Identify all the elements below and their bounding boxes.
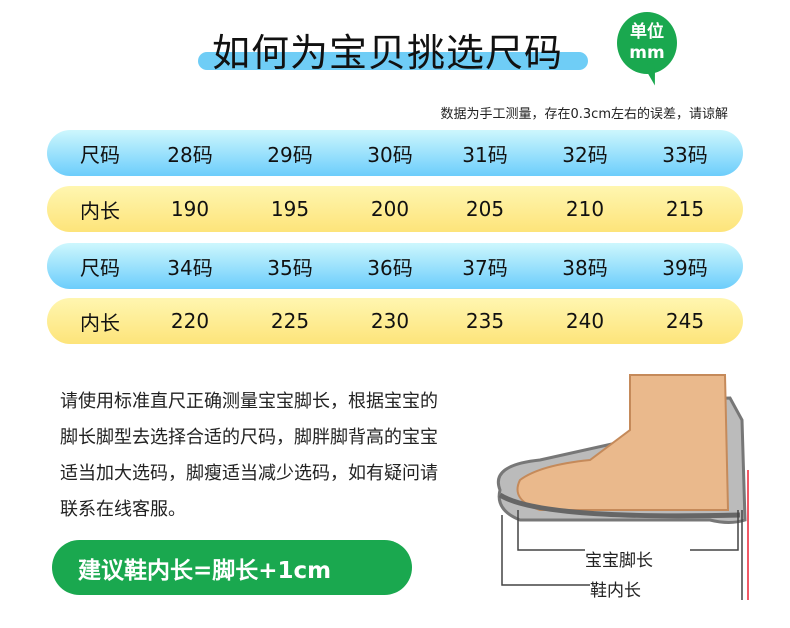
foot-length-label: 宝宝脚长 [585, 546, 653, 571]
table-cell: 34码 [167, 255, 213, 280]
table-row: 尺码 34码 35码 36码 37码 38码 39码 [47, 243, 743, 289]
table-cell: 36码 [367, 255, 413, 280]
table-row: 内长 190 195 200 205 210 215 [47, 186, 743, 232]
table-cell: 225 [270, 309, 310, 333]
table-cell: 235 [465, 309, 505, 333]
shoe-inner-length-label: 鞋内长 [590, 576, 641, 601]
unit-badge: 单位 mm [617, 12, 677, 74]
table-cell: 195 [270, 197, 310, 221]
table-cell: 200 [370, 197, 410, 221]
row-label: 内长 [80, 310, 120, 335]
row-label: 内长 [80, 198, 120, 223]
table-row: 内长 220 225 230 235 240 245 [47, 298, 743, 344]
description: 请使用标准直尺正确测量宝宝脚长，根据宝宝的脚长脚型去选择合适的尺码，脚胖脚背高的… [60, 391, 438, 520]
table-row: 尺码 28码 29码 30码 31码 32码 33码 [47, 130, 743, 176]
table-cell: 29码 [267, 142, 313, 167]
table-cell: 210 [565, 197, 605, 221]
table-cell: 245 [665, 309, 705, 333]
table-cell: 33码 [662, 142, 708, 167]
table-cell: 220 [170, 309, 210, 333]
formula-banner: 建议鞋内长=脚长+1cm [52, 540, 412, 595]
table-cell: 30码 [367, 142, 413, 167]
table-cell: 38码 [562, 255, 608, 280]
table-cell: 230 [370, 309, 410, 333]
row-label: 尺码 [80, 142, 120, 167]
table-cell: 215 [665, 197, 705, 221]
table-cell: 190 [170, 197, 210, 221]
title-underline [198, 52, 588, 70]
foot-icon [516, 374, 730, 511]
table-cell: 35码 [267, 255, 313, 280]
shoe-foot-illustration [497, 374, 749, 600]
table-cell: 32码 [562, 142, 608, 167]
measurement-note: 数据为手工测量，存在0.3cm左右的误差，请谅解 [440, 107, 729, 122]
table-cell: 205 [465, 197, 505, 221]
page-title: 如何为宝贝挑选尺码 [212, 31, 564, 75]
row-label: 尺码 [80, 255, 120, 280]
table-cell: 240 [565, 309, 605, 333]
table-cell: 37码 [462, 255, 508, 280]
table-cell: 39码 [662, 255, 708, 280]
table-cell: 31码 [462, 142, 508, 167]
table-cell: 28码 [167, 142, 213, 167]
